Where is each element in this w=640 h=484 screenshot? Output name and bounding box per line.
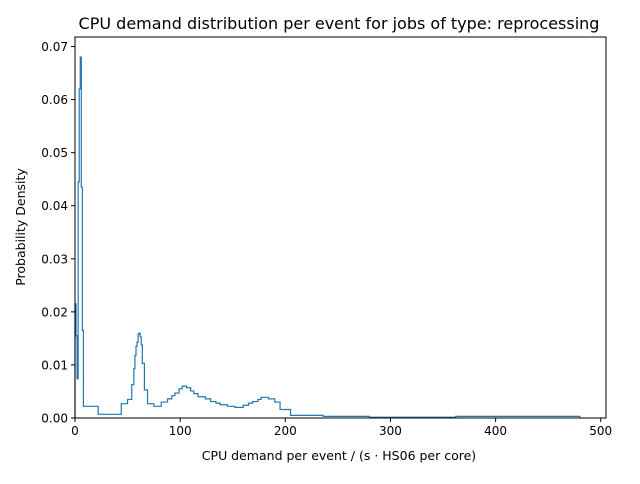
axes-frame (74, 36, 607, 419)
x-axis-label: CPU demand per event / (s · HS06 per cor… (202, 448, 476, 463)
x-tick-label: 0 (71, 424, 79, 438)
series-step-line-0 (74, 56, 581, 418)
y-axis-label: Probability Density (13, 168, 28, 286)
x-tick-label: 200 (274, 424, 297, 438)
chart-title: CPU demand distribution per event for jo… (79, 14, 600, 33)
plot-area: 0 100 200 300 400 500 0.00 0.01 0.02 0.03 0.04 0.05… (41, 36, 612, 438)
y-tick-label: 0.02 (41, 305, 68, 319)
y-tick-label: 0.03 (41, 252, 68, 266)
x-tick-label: 300 (379, 424, 402, 438)
y-tick-label: 0.06 (41, 93, 68, 107)
y-tick-label: 0.05 (41, 146, 68, 160)
x-tick-label: 100 (169, 424, 192, 438)
y-tick-label: 0.00 (41, 412, 68, 426)
y-tick-label: 0.04 (41, 199, 68, 213)
x-tick-label: 400 (484, 424, 507, 438)
x-tick-label: 500 (589, 424, 612, 438)
y-tick-label: 0.01 (41, 358, 68, 372)
y-tick-label: 0.07 (41, 40, 68, 54)
